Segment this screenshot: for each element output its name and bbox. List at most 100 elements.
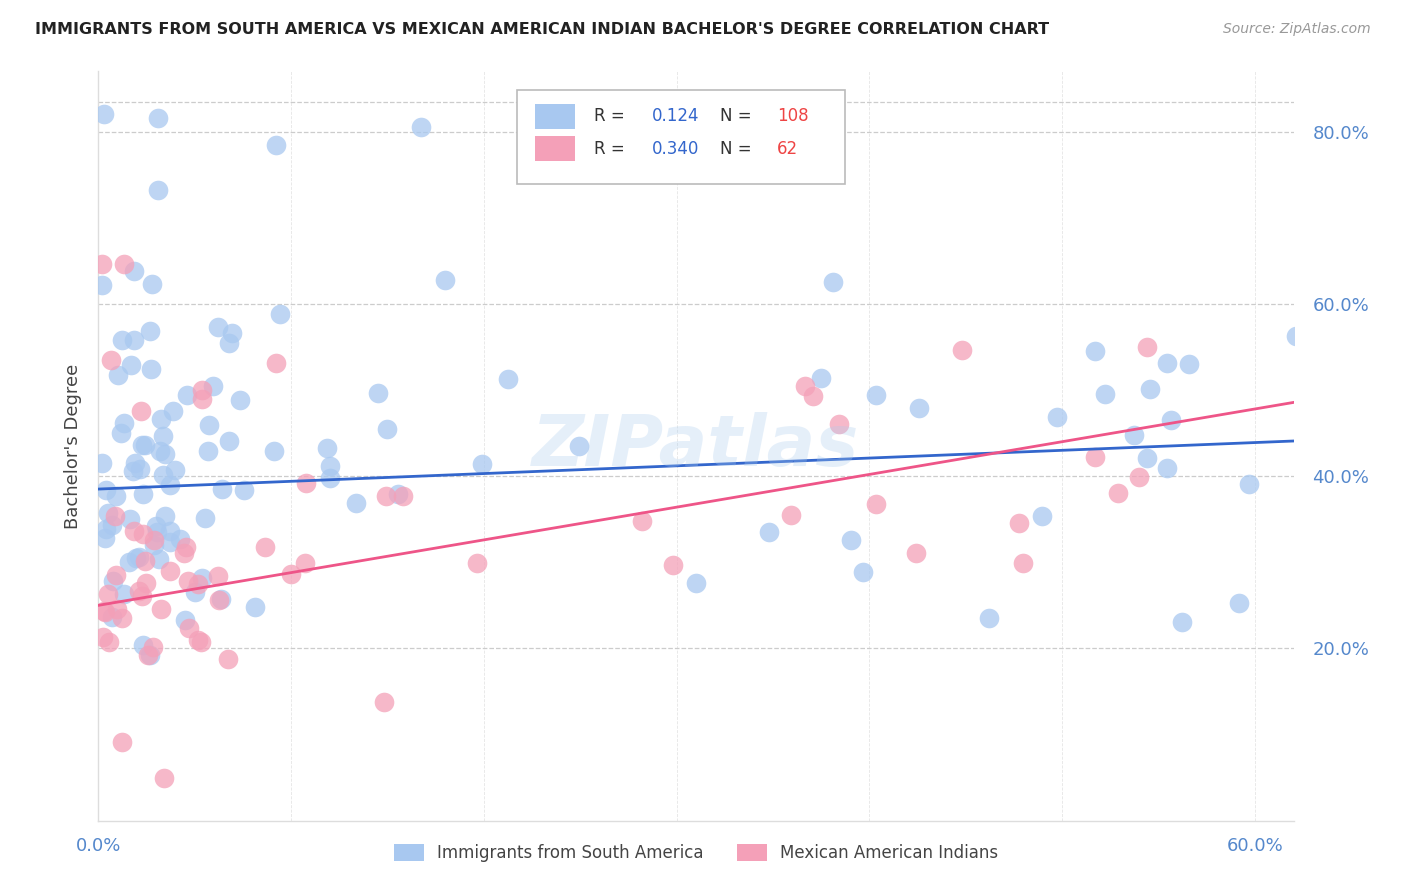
Point <box>134 554 156 568</box>
Point <box>1178 357 1201 371</box>
Point <box>465 556 488 570</box>
Point <box>135 575 157 590</box>
Point <box>1128 469 1150 483</box>
FancyBboxPatch shape <box>534 103 575 129</box>
Point <box>780 508 803 522</box>
Point <box>207 569 229 583</box>
Point <box>132 527 155 541</box>
Text: N =: N = <box>720 107 756 125</box>
Point <box>344 496 367 510</box>
Point <box>367 386 389 401</box>
Point <box>111 611 134 625</box>
Point <box>112 416 135 430</box>
Point <box>794 379 817 393</box>
Point <box>103 508 125 523</box>
Point <box>218 336 240 351</box>
Point <box>233 483 256 497</box>
Point <box>131 438 153 452</box>
Point <box>685 576 707 591</box>
Point <box>387 486 409 500</box>
Point <box>121 464 143 478</box>
Point <box>173 546 195 560</box>
Point <box>146 183 169 197</box>
Point <box>865 388 887 402</box>
Point <box>132 638 155 652</box>
Point <box>177 621 200 635</box>
Text: 108: 108 <box>778 107 808 125</box>
Point <box>865 497 887 511</box>
Point <box>471 457 494 471</box>
Point <box>211 482 233 496</box>
Point <box>94 531 117 545</box>
Point <box>758 524 780 539</box>
Point <box>139 648 162 662</box>
Point <box>209 592 232 607</box>
Point <box>319 459 342 474</box>
Text: IMMIGRANTS FROM SOUTH AMERICA VS MEXICAN AMERICAN INDIAN BACHELOR'S DEGREE CORRE: IMMIGRANTS FROM SOUTH AMERICA VS MEXICAN… <box>35 22 1049 37</box>
Point <box>91 257 114 271</box>
Text: Source: ZipAtlas.com: Source: ZipAtlas.com <box>1223 22 1371 37</box>
Point <box>253 540 276 554</box>
Point <box>803 389 825 403</box>
Point <box>143 538 166 552</box>
Point <box>810 371 832 385</box>
Point <box>145 524 167 539</box>
FancyBboxPatch shape <box>517 90 845 184</box>
Point <box>828 417 851 432</box>
Point <box>1156 461 1178 475</box>
Point <box>1123 427 1146 442</box>
Point <box>374 489 396 503</box>
Point <box>264 138 287 153</box>
Point <box>97 587 120 601</box>
Point <box>91 278 114 293</box>
Point <box>194 511 217 525</box>
Point <box>169 532 191 546</box>
Point <box>162 404 184 418</box>
Point <box>145 519 167 533</box>
FancyBboxPatch shape <box>534 136 575 161</box>
Point <box>136 648 159 663</box>
Point <box>496 372 519 386</box>
Point <box>91 456 114 470</box>
Point <box>295 475 318 490</box>
Point <box>110 333 132 347</box>
Text: ZIPatlas: ZIPatlas <box>533 411 859 481</box>
Point <box>228 393 250 408</box>
Point <box>93 107 115 121</box>
Point <box>97 506 120 520</box>
Point <box>94 523 117 537</box>
Point <box>93 604 115 618</box>
Point <box>1084 343 1107 358</box>
Point <box>132 487 155 501</box>
Point <box>141 277 163 291</box>
Point <box>124 456 146 470</box>
Point <box>128 583 150 598</box>
Point <box>177 574 200 588</box>
Point <box>630 514 652 528</box>
Point <box>131 404 153 418</box>
Point <box>821 275 844 289</box>
Point <box>155 508 177 523</box>
Point <box>373 695 395 709</box>
Point <box>1139 383 1161 397</box>
Point <box>114 257 136 271</box>
Point <box>1094 386 1116 401</box>
Point <box>434 273 457 287</box>
Point <box>187 632 209 647</box>
Point <box>117 555 139 569</box>
Point <box>905 546 928 560</box>
Point <box>120 358 142 372</box>
Point <box>176 387 198 401</box>
Point <box>97 635 120 649</box>
Point <box>1239 477 1261 491</box>
Legend: Immigrants from South America, Mexican American Indians: Immigrants from South America, Mexican A… <box>387 837 1005 869</box>
Text: 62: 62 <box>778 139 799 158</box>
Point <box>245 600 267 615</box>
Point <box>101 574 124 588</box>
Point <box>153 447 176 461</box>
Point <box>111 735 134 749</box>
Point <box>294 557 316 571</box>
Point <box>1156 356 1178 370</box>
Point <box>392 489 415 503</box>
Point <box>1107 486 1129 500</box>
